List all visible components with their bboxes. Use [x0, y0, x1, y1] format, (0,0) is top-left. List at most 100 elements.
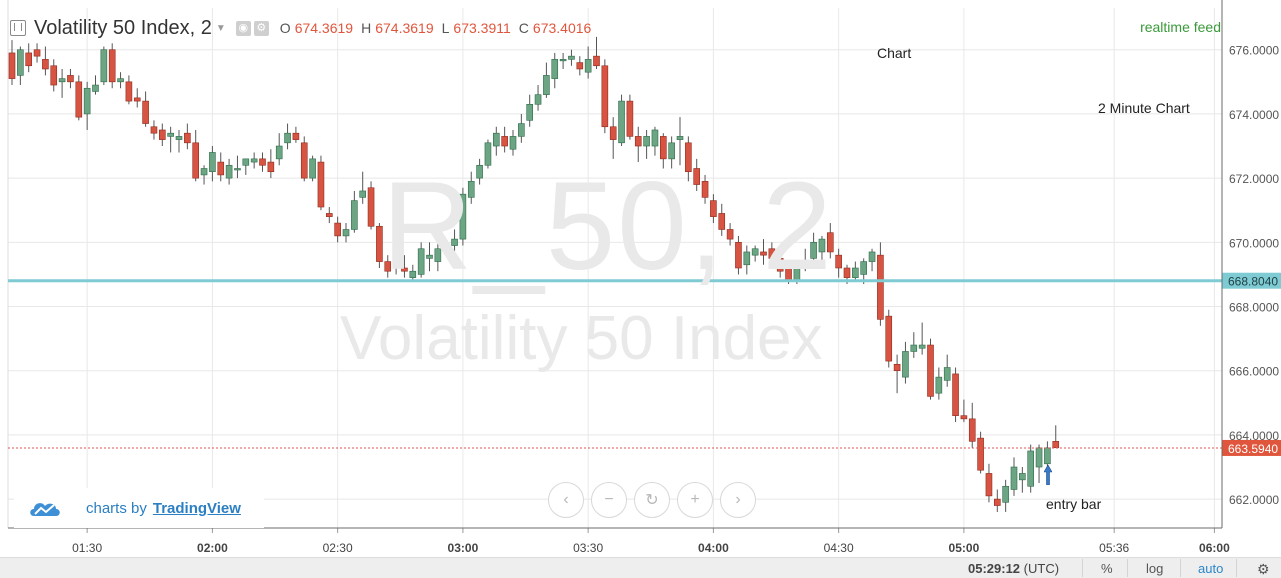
candle-body	[376, 225, 383, 262]
candle-body	[968, 418, 976, 442]
candle-body	[117, 78, 124, 83]
candle-body	[75, 81, 83, 118]
cloud-logo-icon	[30, 503, 60, 516]
candle-body	[92, 84, 99, 92]
candle-body	[209, 152, 216, 173]
y-tick-label: 676.0000	[1229, 44, 1279, 58]
candle-body	[593, 55, 600, 67]
candle-body	[634, 136, 642, 147]
candle-body	[1027, 450, 1034, 487]
toolbar-separator	[1127, 559, 1128, 577]
clock-timezone: (UTC)	[1023, 561, 1060, 576]
candle-body	[893, 363, 901, 372]
candle-body	[317, 161, 325, 208]
percent-toggle[interactable]: %	[1101, 561, 1113, 576]
candle-body	[743, 251, 751, 266]
chevron-down-icon[interactable]: ▼	[215, 22, 226, 34]
y-tick-label: 662.0000	[1229, 493, 1279, 507]
candle-body	[417, 248, 425, 275]
gear-icon[interactable]: ⚙	[253, 20, 269, 36]
candle-body	[885, 315, 893, 362]
candle-body	[300, 142, 308, 179]
x-tick-label: 05:00	[949, 541, 980, 555]
candle-body	[710, 200, 717, 217]
candle-body	[442, 245, 450, 250]
tradingview-branding: charts by TradingView	[14, 488, 264, 528]
candle-body	[409, 270, 417, 278]
name-watermark: Volatility 50 Index	[340, 304, 823, 373]
candle-body	[618, 100, 625, 144]
timeframe-note: 2 Minute Chart	[1098, 100, 1190, 116]
zoom-out-button[interactable]: −	[591, 482, 627, 518]
candle-body	[1002, 485, 1009, 503]
candle-body	[33, 49, 41, 57]
candle-body	[83, 87, 91, 115]
candle-body	[776, 258, 784, 272]
candle-body	[935, 376, 943, 394]
candle-body	[943, 367, 951, 381]
candle-body	[993, 498, 1001, 506]
y-tick-label: 668.0000	[1229, 301, 1279, 315]
candle-body	[751, 248, 759, 256]
zoom-in-button[interactable]: +	[677, 482, 713, 518]
clock-time: 05:29:12	[968, 561, 1021, 576]
candle-body	[225, 164, 233, 179]
candle-body	[8, 52, 16, 79]
toolbar-separator	[1180, 559, 1181, 577]
candle-body	[651, 129, 659, 147]
candle-body	[735, 242, 742, 269]
log-toggle[interactable]: log	[1146, 561, 1164, 576]
x-tick-label: 02:30	[323, 541, 353, 555]
candle-body	[760, 251, 767, 256]
reset-button[interactable]: ↻	[634, 482, 670, 518]
candle-body	[576, 62, 584, 70]
candle-body	[125, 81, 133, 102]
candle-body	[184, 132, 191, 144]
x-tick-label: 04:00	[698, 541, 729, 555]
candle-body	[234, 168, 241, 171]
tradingview-link[interactable]: TradingView	[152, 499, 241, 517]
candle-body	[100, 49, 108, 83]
candle-body	[467, 181, 475, 198]
candle-body	[200, 168, 208, 176]
symbol-title[interactable]: Volatility 50 Index, 2	[34, 16, 212, 39]
candle-body	[58, 78, 66, 83]
candle-body	[526, 103, 534, 121]
candle-body	[259, 158, 266, 166]
scroll-right-button[interactable]: ›	[720, 482, 756, 518]
candle-body	[459, 193, 467, 240]
candle-body	[309, 158, 316, 179]
up-arrow-icon	[1044, 465, 1052, 485]
y-tick-label: 672.0000	[1229, 172, 1279, 186]
scroll-left-button[interactable]: ‹	[548, 482, 584, 518]
candle-body	[818, 238, 826, 253]
last-price-label: 663.5940	[1228, 442, 1278, 456]
support-price-tag	[1222, 272, 1281, 289]
collapse-legend-icon[interactable]	[10, 20, 26, 36]
candle-body	[584, 59, 592, 73]
candle-body	[718, 213, 726, 230]
candle-body	[133, 97, 141, 102]
candle-body	[242, 158, 250, 166]
candle-body	[801, 261, 809, 266]
entry-bar-note: entry bar	[1046, 496, 1102, 512]
candle-body	[342, 229, 350, 237]
eye-icon[interactable]: ◉	[235, 20, 251, 36]
candle-body	[250, 158, 258, 163]
candle-body	[401, 267, 408, 272]
candle-body	[518, 123, 525, 137]
candle-body	[843, 267, 851, 278]
candle-body	[292, 132, 300, 140]
x-tick-label: 04:30	[824, 541, 854, 555]
charts-by-text: charts by	[86, 499, 147, 517]
toolbar-separator	[1236, 559, 1237, 577]
candle-body	[643, 136, 650, 147]
candle-body	[492, 132, 500, 147]
candle-body	[568, 55, 575, 60]
candle-body	[359, 190, 367, 198]
auto-scale-toggle[interactable]: auto	[1198, 561, 1224, 576]
candle-body	[701, 181, 709, 198]
settings-gear-icon[interactable]: ⚙	[1257, 561, 1270, 577]
candles-group	[8, 36, 1060, 512]
